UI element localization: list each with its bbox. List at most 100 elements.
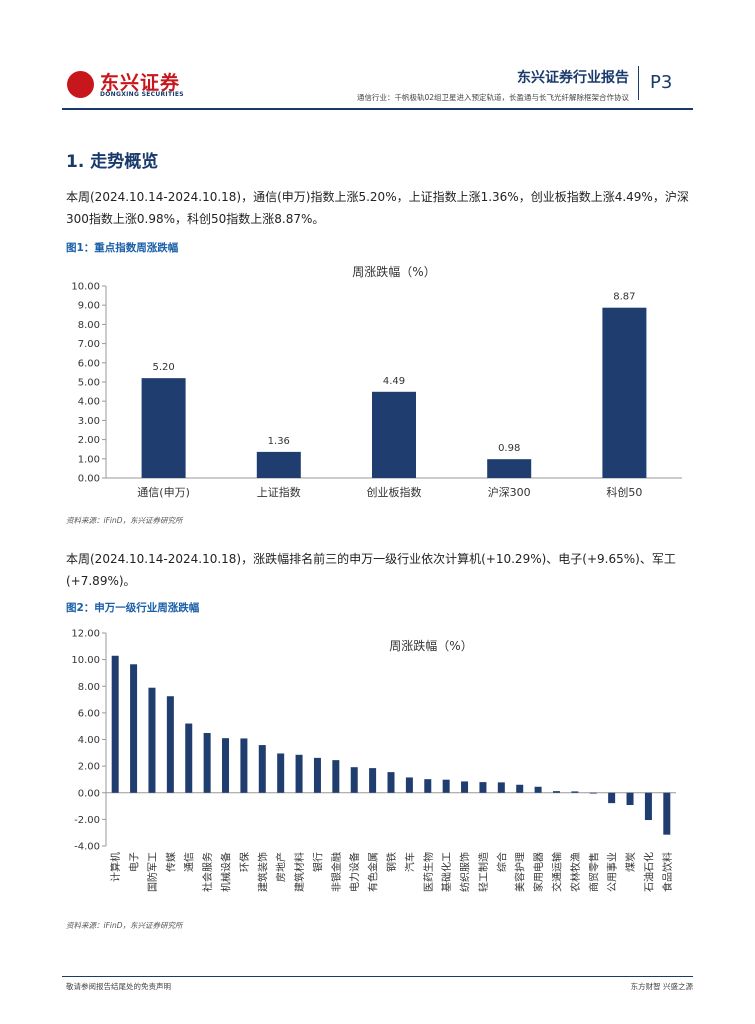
chart2-bar — [608, 792, 616, 804]
chart2-bar — [111, 655, 119, 793]
figure2-chart: 周涨跌幅（%） -4.00 -2.00 0.00 2.00 4.00 6.00 8.00 10.… — [71, 629, 676, 892]
chart1-category-label: 通信(申万) — [137, 486, 190, 499]
chart1-y-tick-label: 6.00 — [78, 358, 100, 369]
chart1-category-label: 沪深300 — [488, 485, 531, 499]
chart2-category-label: 基础化工 — [440, 852, 453, 892]
chart2-bar — [203, 732, 211, 793]
chart2-category-label: 农林牧渔 — [569, 852, 582, 892]
chart1-y-tick-label: 5.00 — [78, 378, 100, 389]
chart2-y-tick-label: 6.00 — [78, 708, 100, 719]
chart2-category-label: 钢铁 — [385, 852, 398, 872]
chart2-category-label: 纺织服饰 — [459, 852, 472, 892]
chart1-y-tick-label: 10.00 — [71, 282, 100, 293]
chart2-category-label: 电力设备 — [348, 852, 361, 892]
chart1-bar — [602, 307, 647, 478]
chart2-category-label: 交通运输 — [550, 852, 563, 892]
chart2-category-label: 美容护理 — [514, 852, 527, 892]
chart2-bar — [240, 738, 248, 793]
chart2-bar — [516, 784, 524, 793]
chart2-y-tick-label: 10.00 — [71, 655, 100, 666]
chart2-bar — [405, 777, 413, 793]
header-rule — [62, 108, 693, 110]
chart2-bar — [277, 753, 285, 793]
chart2-category-label: 综合 — [495, 852, 508, 872]
chart2-category-label: 国防军工 — [146, 852, 159, 892]
chart2-bar — [479, 782, 487, 793]
chart2-category-label: 环保 — [238, 852, 251, 872]
chart2-y-tick-label: -2.00 — [74, 815, 100, 826]
brand-logo-subtext: DONGXING SECURITIES — [100, 91, 184, 98]
chart2-category-label: 家用电器 — [532, 852, 545, 892]
chart1-bar — [487, 459, 532, 478]
chart2-bar — [148, 687, 156, 793]
chart2-category-label: 医药生物 — [422, 852, 435, 892]
chart1-y-tick-label: 9.00 — [78, 301, 100, 312]
footer-disclaimer: 敬请参阅报告结尾处的免责声明 — [66, 982, 171, 991]
chart1-value-label: 8.87 — [613, 292, 635, 303]
chart2-bar — [552, 791, 560, 793]
chart2-category-label: 通信 — [184, 852, 196, 872]
chart2-bar — [332, 760, 340, 793]
chart1-y-tick-label: 2.00 — [78, 435, 100, 446]
report-subtitle: 通信行业：千帆极轨02组卫星进入预定轨道，长盈通与长飞光纤解除框架合作协议 — [356, 93, 629, 102]
chart2-bar — [534, 786, 542, 793]
brand-logo-icon — [67, 71, 94, 98]
chart2-bar — [130, 664, 138, 793]
chart2-bar — [461, 781, 469, 793]
chart2-y-tick-label: 2.00 — [78, 762, 100, 773]
chart2-category-label: 公用事业 — [606, 852, 619, 892]
chart1-y-tick-label: 4.00 — [78, 397, 100, 408]
chart2-category-label: 建筑材料 — [293, 852, 306, 892]
figure2-source: 资料来源：iFinD，东兴证券研究所 — [66, 921, 183, 930]
chart2-y-tick-label: 8.00 — [78, 682, 100, 693]
chart2-title: 周涨跌幅（%） — [389, 638, 472, 653]
chart2-bar — [387, 772, 395, 793]
chart1-bar — [256, 451, 301, 478]
footer-slogan: 东方财智 兴盛之源 — [630, 982, 693, 991]
chart2-category-label: 建筑装饰 — [256, 852, 269, 892]
footer-rule — [62, 976, 693, 977]
section-title: 1. 走势概览 — [66, 152, 159, 172]
chart1-y-tick-label: 0.00 — [78, 474, 100, 485]
chart2-category-label: 食品饮料 — [661, 852, 674, 892]
chart1-category-label: 科创50 — [606, 485, 642, 499]
chart2-bar — [369, 768, 377, 793]
chart2-bar — [350, 767, 358, 793]
chart2-category-label: 传媒 — [165, 852, 177, 872]
figure1-source: 资料来源：iFinD，东兴证券研究所 — [66, 516, 183, 525]
chart2-bar — [258, 745, 266, 793]
figure1-chart: 周涨跌幅（%） 0.00 1.00 2.00 3.00 4.00 5.00 6.00 7.00 8… — [71, 264, 682, 499]
chart2-bar — [222, 738, 230, 793]
chart1-value-label: 4.49 — [383, 376, 405, 387]
brand-logo-text: 东兴证券 — [100, 72, 181, 94]
chart1-category-label: 创业板指数 — [367, 485, 422, 499]
chart2-category-label: 电子 — [128, 852, 141, 872]
chart1-value-label: 0.98 — [498, 443, 520, 454]
chart2-category-label: 机械设备 — [220, 852, 233, 892]
chart2-bar — [497, 782, 505, 793]
report-title: 东兴证券行业报告 — [517, 70, 629, 86]
chart1-value-label: 5.20 — [152, 362, 174, 373]
chart2-category-label: 非银金融 — [330, 852, 343, 892]
chart1-value-label: 1.36 — [268, 436, 290, 447]
chart1-bar — [372, 391, 416, 478]
chart2-category-label: 石油石化 — [642, 852, 655, 892]
header-divider — [638, 66, 639, 100]
chart2-y-tick-label: 12.00 — [71, 629, 100, 640]
chart1-y-tick-label: 3.00 — [78, 416, 100, 427]
chart1-y-tick-label: 1.00 — [78, 454, 100, 465]
chart1-y-tick-label: 7.00 — [78, 339, 100, 350]
chart2-bar — [644, 792, 652, 821]
chart1-bar — [141, 378, 186, 478]
chart2-bar — [424, 779, 432, 793]
chart2-category-label: 商贸零售 — [587, 852, 600, 892]
page-number: P3 — [650, 72, 673, 93]
chart2-bar — [571, 791, 579, 793]
chart2-category-label: 煤炭 — [624, 852, 637, 872]
chart1-title: 周涨跌幅（%） — [352, 264, 435, 279]
chart1-y-tick-label: 8.00 — [78, 320, 100, 331]
chart2-category-label: 汽车 — [403, 852, 416, 872]
chart2-bar — [626, 792, 634, 805]
chart2-bar — [663, 792, 671, 835]
chart2-y-tick-label: -4.00 — [74, 842, 100, 853]
